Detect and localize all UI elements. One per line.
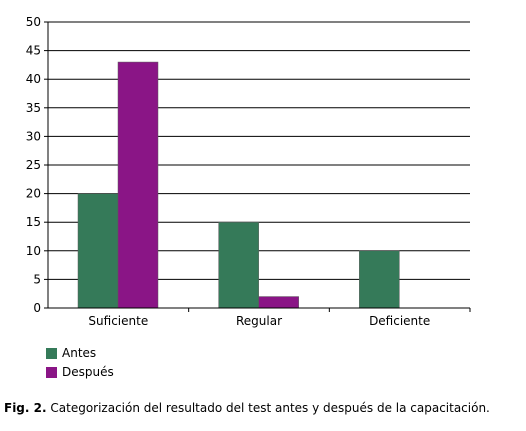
bar-regular-0 [218, 221, 259, 309]
legend-label-antes: Antes [62, 346, 97, 360]
bar-chart: 0 5 10 15 20 25 30 35 40 45 50 Suficiente Regular De… [26, 15, 471, 328]
y-tick-labels: 0 5 10 15 20 25 30 35 40 45 50 [26, 15, 41, 315]
y-tick-label: 15 [26, 215, 41, 229]
legend-swatch-antes [46, 348, 57, 359]
y-tick-label: 5 [33, 272, 41, 286]
bar-suficiente-1 [117, 61, 159, 309]
figure-caption: Fig. 2. Categorización del resultado del… [4, 401, 490, 415]
caption-text: Categorización del resultado del test an… [50, 401, 490, 415]
y-tick-label: 0 [33, 301, 41, 315]
y-tick-label: 35 [26, 101, 41, 115]
legend-item-antes: Antes [46, 344, 114, 363]
bars-group [77, 61, 400, 309]
bar-deficiente-0 [359, 250, 400, 309]
bar-suficiente-0 [77, 193, 119, 309]
legend-label-despues: Después [62, 365, 114, 379]
legend-swatch-despues [46, 367, 57, 378]
y-tick-label: 50 [26, 15, 41, 29]
y-tick-label: 40 [26, 72, 41, 86]
y-tick-label: 10 [26, 244, 41, 258]
caption-label: Fig. 2. [4, 401, 47, 415]
legend: Antes Después [46, 344, 114, 382]
y-tick-label: 25 [26, 158, 41, 172]
bar-regular-1 [258, 296, 299, 309]
y-tick-label: 30 [26, 129, 41, 143]
x-tick-label: Regular [236, 314, 282, 328]
x-tick-label: Suficiente [88, 314, 148, 328]
legend-item-despues: Después [46, 363, 114, 382]
y-tick-label: 45 [26, 44, 41, 58]
axes [47, 22, 471, 312]
x-tick-label: Deficiente [369, 314, 430, 328]
y-tick-label: 20 [26, 187, 41, 201]
x-tick-labels: Suficiente Regular Deficiente [88, 314, 430, 328]
